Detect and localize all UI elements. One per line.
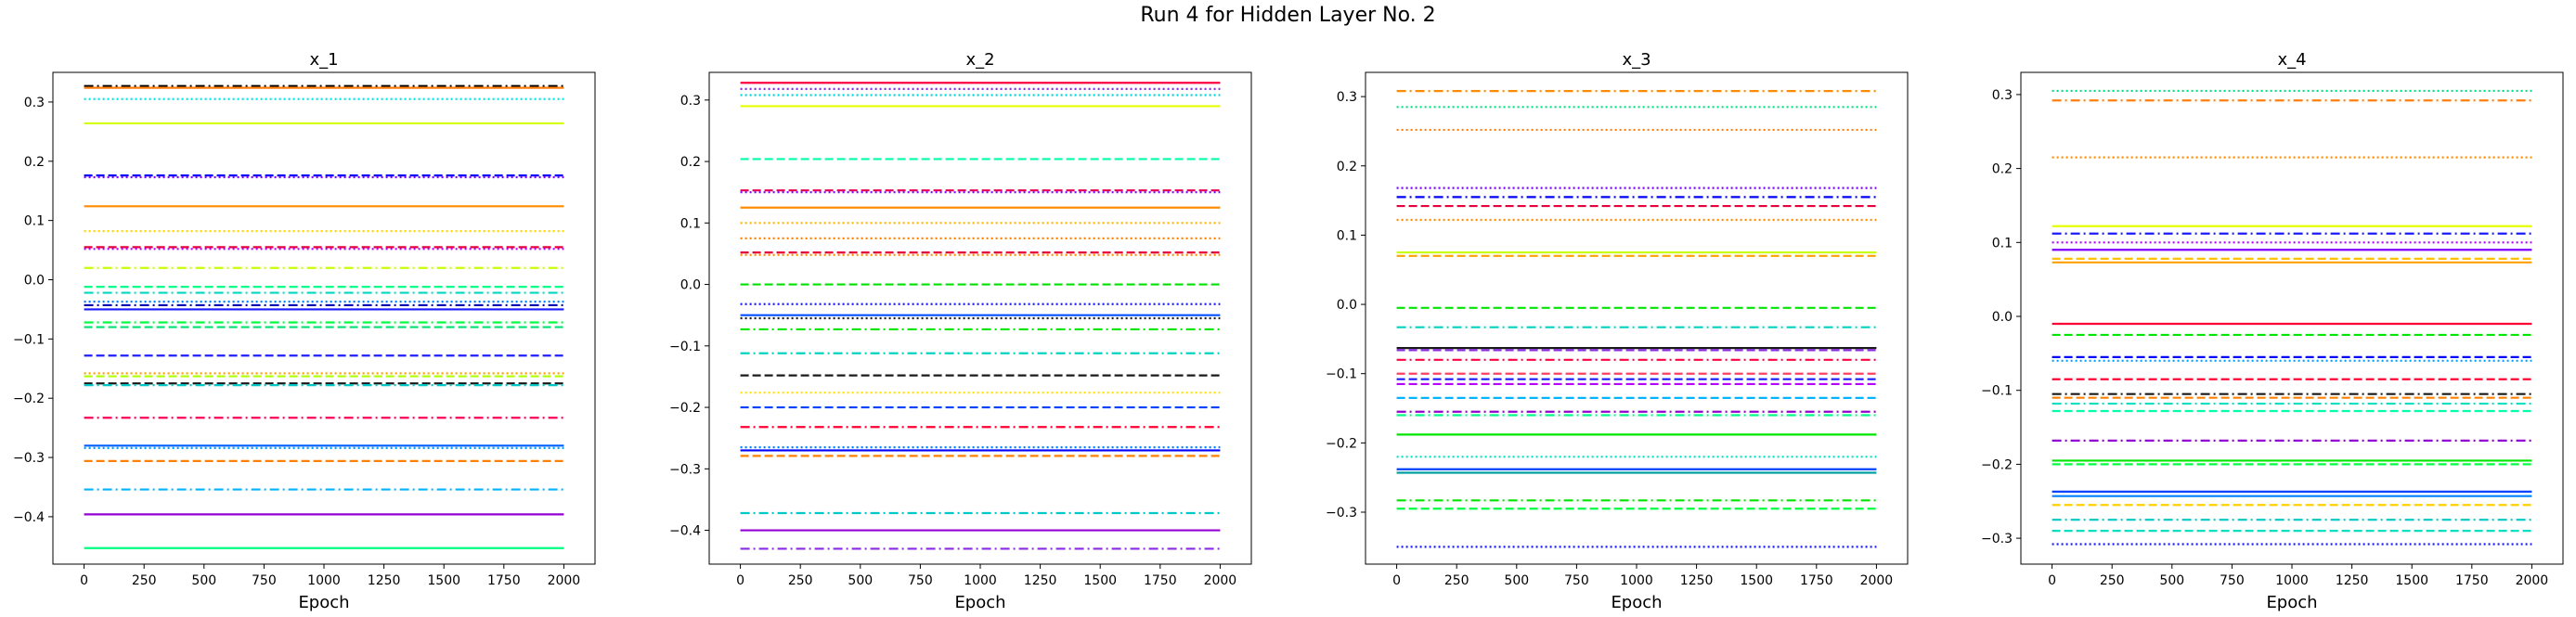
- axes-frame: [2020, 71, 2564, 565]
- y-tick-label: −0.4: [13, 510, 45, 525]
- x-tick-label: 2000: [2516, 573, 2549, 588]
- subplot-title: x_1: [309, 50, 338, 70]
- y-tick-label: −0.1: [1326, 367, 1357, 382]
- x-axis-label: Epoch: [2266, 593, 2317, 612]
- subplot-x4: 0 250 500 750 1000 1250 1500 1750 2000 −0.3 −0.2 −0…: [1981, 50, 2564, 612]
- y-tick-label: −0.1: [1981, 384, 2013, 399]
- x-tick-label: 1750: [2455, 573, 2489, 588]
- y-tick-label: 0.0: [1337, 298, 1357, 313]
- y-tick-label: 0.1: [1337, 228, 1357, 243]
- axes-frame: [708, 71, 1252, 565]
- subplot-x2: 0 250 500 750 1000 1250 1500 1750 2000 −0.4 −0.3 −0…: [669, 50, 1252, 612]
- x-tick-label: 1250: [1680, 573, 1714, 588]
- axes-frame: [1365, 71, 1909, 565]
- x-tick-label: 250: [2100, 573, 2125, 588]
- y-tick-label: −0.2: [13, 392, 45, 406]
- x-axis-label: Epoch: [1611, 593, 1662, 612]
- y-tick-label: −0.2: [1326, 436, 1357, 451]
- subplot-x1: 0 250 500 750 1000 1250 1500 1750 2000 −0.4 −0.3 −0…: [13, 50, 596, 612]
- x-tick-label: 750: [252, 573, 277, 588]
- x-tick-label: 1500: [1740, 573, 1773, 588]
- x-tick-label: 250: [788, 573, 813, 588]
- x-tick-label: 1750: [1800, 573, 1833, 588]
- x-tick-label: 1500: [1083, 573, 1117, 588]
- y-tick-label: 0.3: [24, 96, 45, 110]
- x-tick-label: 750: [908, 573, 933, 588]
- x-tick-label: 1000: [307, 573, 341, 588]
- subplot-title: x_2: [965, 50, 994, 70]
- y-tick-label: 0.1: [24, 214, 45, 229]
- x-tick-label: 0: [80, 573, 88, 588]
- subplot-title: x_3: [1622, 50, 1650, 70]
- y-tick-label: −0.4: [669, 524, 701, 539]
- x-tick-label: 500: [2159, 573, 2184, 588]
- x-tick-label: 1250: [368, 573, 401, 588]
- x-axis-label: Epoch: [954, 593, 1005, 612]
- y-tick-label: 0.2: [680, 155, 701, 170]
- x-axis-label: Epoch: [298, 593, 349, 612]
- x-tick-label: 2000: [548, 573, 581, 588]
- y-tick-label: 0.1: [680, 216, 701, 231]
- x-tick-label: 1000: [2275, 573, 2309, 588]
- y-tick-label: 0.0: [24, 273, 45, 288]
- x-tick-label: 250: [1444, 573, 1469, 588]
- y-tick-label: −0.1: [13, 332, 45, 347]
- x-tick-label: 1000: [964, 573, 997, 588]
- x-tick-label: 500: [191, 573, 216, 588]
- y-tick-label: 0.0: [1992, 310, 2013, 325]
- y-tick-label: −0.3: [1326, 506, 1357, 521]
- y-tick-label: 0.3: [1337, 90, 1357, 105]
- x-tick-label: 1500: [2395, 573, 2428, 588]
- x-tick-label: 750: [2220, 573, 2245, 588]
- y-tick-label: −0.2: [669, 401, 701, 416]
- x-tick-label: 500: [848, 573, 873, 588]
- subplot-title: x_4: [2277, 50, 2306, 70]
- y-tick-label: 0.3: [680, 94, 701, 109]
- y-tick-label: −0.2: [1981, 457, 2013, 472]
- y-tick-label: 0.0: [680, 278, 701, 293]
- y-tick-label: −0.3: [669, 462, 701, 477]
- x-tick-label: 500: [1504, 573, 1529, 588]
- y-tick-label: 0.1: [1992, 236, 2013, 251]
- x-tick-label: 0: [736, 573, 744, 588]
- y-tick-label: −0.3: [13, 451, 45, 466]
- y-tick-label: 0.2: [1337, 160, 1357, 174]
- x-tick-label: 1750: [1144, 573, 1177, 588]
- x-tick-label: 1750: [487, 573, 521, 588]
- x-tick-label: 1250: [2336, 573, 2369, 588]
- x-tick-label: 750: [1564, 573, 1589, 588]
- y-tick-label: −0.1: [669, 340, 701, 354]
- x-tick-label: 2000: [1204, 573, 1237, 588]
- x-tick-label: 2000: [1860, 573, 1894, 588]
- y-tick-label: 0.2: [1992, 162, 2013, 177]
- y-tick-label: 0.2: [24, 155, 45, 170]
- x-tick-label: 1500: [427, 573, 460, 588]
- figure-title: Run 4 for Hidden Layer No. 2: [1140, 4, 1436, 27]
- y-tick-label: 0.3: [1992, 88, 2013, 103]
- x-tick-label: 0: [1392, 573, 1401, 588]
- x-tick-label: 1250: [1024, 573, 1057, 588]
- x-tick-label: 0: [2048, 573, 2056, 588]
- x-tick-label: 1000: [1620, 573, 1653, 588]
- x-tick-label: 250: [132, 573, 157, 588]
- y-tick-label: −0.3: [1981, 532, 2013, 546]
- subplot-x3: 0 250 500 750 1000 1250 1500 1750 2000 −0.3 −0.2 −0…: [1326, 50, 1909, 612]
